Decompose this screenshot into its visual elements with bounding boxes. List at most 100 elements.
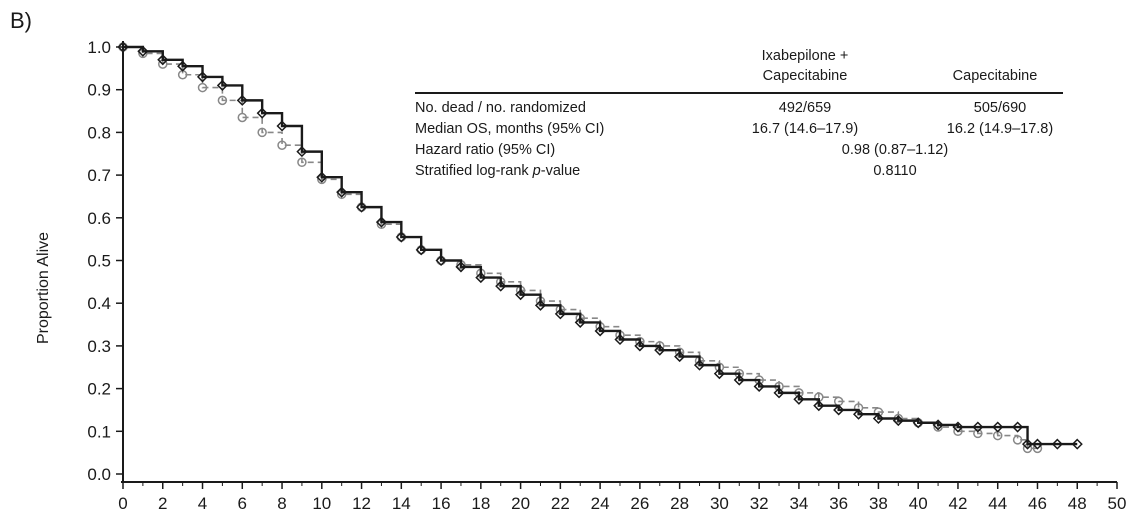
col-header-cape: Capecitabine	[920, 66, 1070, 86]
censor-mark-ixabepilone-capecitabine	[972, 421, 984, 433]
cell-logrank: 0.8110	[873, 163, 917, 179]
row-label-logrank-pre: Stratified log-rank	[415, 163, 533, 179]
y-tick-label: 0.6	[87, 209, 111, 228]
col-header-ixa-cape: Ixabepilone + Capecitabine	[715, 46, 895, 86]
x-tick-label: 28	[670, 494, 689, 513]
y-tick-label: 0.2	[87, 380, 111, 399]
col-header-ixa-cape-line1: Ixabepilone +	[761, 48, 849, 64]
x-tick-label: 8	[277, 494, 286, 513]
row-label-logrank: Stratified log-rank p-value	[415, 161, 580, 181]
y-tick-label: 0.9	[87, 81, 111, 100]
censor-mark-ixabepilone-capecitabine	[355, 201, 368, 213]
censor-mark-ixabepilone-capecitabine	[296, 146, 308, 158]
censor-mark-ixabepilone-capecitabine	[892, 415, 904, 427]
y-tick-label: 1.0	[87, 38, 111, 57]
x-tick-label: 38	[869, 494, 888, 513]
x-tick-label: 32	[750, 494, 769, 513]
censor-mark-ixabepilone-capecitabine	[574, 316, 586, 328]
censor-mark-ixabepilone-capecitabine	[793, 393, 805, 405]
header-rule	[415, 92, 1063, 94]
col-header-cape-line2: Capecitabine	[952, 68, 1038, 84]
x-tick-label: 48	[1068, 494, 1087, 513]
censor-mark-capecitabine	[237, 112, 248, 123]
x-tick-label: 22	[551, 494, 570, 513]
x-tick-label: 24	[591, 494, 610, 513]
panel-label: B)	[10, 8, 32, 33]
censor-mark-ixabepilone-capecitabine	[475, 272, 487, 284]
y-tick-label: 0.4	[87, 294, 111, 313]
censor-mark-ixabepilone-capecitabine	[614, 333, 626, 346]
censor-mark-ixabepilone-capecitabine	[654, 344, 666, 356]
x-tick-label: 10	[312, 494, 331, 513]
censor-mark-ixabepilone-capecitabine	[336, 186, 348, 198]
stats-table: Ixabepilone + Capecitabine Capecitabine …	[415, 46, 1075, 196]
row-label-logrank-p: p	[532, 163, 541, 179]
censor-mark-ixabepilone-capecitabine	[1021, 438, 1034, 450]
y-tick-label: 0.8	[87, 123, 111, 142]
col-header-ixa-cape-line2: Capecitabine	[762, 68, 848, 84]
censor-mark-ixabepilone-capecitabine	[236, 94, 248, 106]
censor-mark-ixabepilone-capecitabine	[216, 79, 228, 91]
x-tick-label: 36	[829, 494, 848, 513]
y-tick-label: 0.1	[87, 422, 111, 441]
censor-mark-capecitabine	[1012, 435, 1023, 445]
y-axis-label: Proportion Alive	[35, 232, 52, 344]
row-label-median: Median OS, months (95% CI)	[415, 121, 605, 137]
x-tick-label: 40	[909, 494, 928, 513]
censor-mark-ixabepilone-capecitabine	[773, 387, 785, 399]
censor-mark-ixabepilone-capecitabine	[833, 404, 845, 416]
x-tick-label: 26	[630, 494, 649, 513]
censor-mark-ixabepilone-capecitabine	[455, 261, 467, 273]
y-tick-label: 0.3	[87, 337, 111, 356]
censor-mark-ixabepilone-capecitabine	[435, 254, 447, 267]
series-line-ixabepilone-capecitabine	[123, 45, 1078, 446]
cell-dead-ixa: 492/659	[778, 100, 832, 116]
censor-mark-capecitabine	[297, 157, 307, 168]
censor-mark-ixabepilone-capecitabine	[117, 41, 129, 53]
y-tick-label: 0.7	[87, 166, 111, 185]
x-tick-label: 30	[710, 494, 729, 513]
censor-mark-ixabepilone-capecitabine	[554, 308, 566, 320]
row-label-hazard: Hazard ratio (95% CI)	[415, 142, 556, 158]
censor-mark-capecitabine	[217, 95, 228, 106]
cell-median-cape: 16.2 (14.9–17.8)	[946, 121, 1054, 137]
censor-mark-ixabepilone-capecitabine	[674, 351, 686, 363]
cell-median-ixa: 16.7 (14.6–17.9)	[751, 121, 859, 137]
x-tick-label: 18	[471, 494, 490, 513]
censor-mark-ixabepilone-capecitabine	[495, 280, 507, 292]
censor-mark-ixabepilone-capecitabine	[276, 120, 288, 132]
x-tick-label: 2	[158, 494, 167, 513]
censor-mark-ixabepilone-capecitabine	[912, 417, 924, 429]
x-tick-label: 50	[1108, 494, 1127, 513]
censor-mark-ixabepilone-capecitabine	[713, 368, 725, 380]
x-tick-label: 20	[511, 494, 530, 513]
x-tick-label: 34	[789, 494, 808, 513]
censor-mark-ixabepilone-capecitabine	[375, 216, 388, 228]
series-layer	[117, 41, 1083, 454]
cell-hazard: 0.98 (0.87–1.12)	[841, 142, 949, 158]
axes: 0.00.10.20.30.40.50.60.70.80.91.00 2 4 6 8 10…	[87, 38, 1126, 513]
x-tick-label: 0	[118, 494, 127, 513]
censor-mark-ixabepilone-capecitabine	[992, 421, 1004, 433]
x-tick-label: 14	[392, 494, 411, 513]
x-tick-label: 46	[1028, 494, 1047, 513]
x-tick-label: 16	[432, 494, 451, 513]
censor-mark-ixabepilone-capecitabine	[534, 299, 547, 311]
censor-mark-ixabepilone-capecitabine	[415, 244, 427, 256]
censor-mark-ixabepilone-capecitabine	[1051, 438, 1063, 450]
censor-mark-ixabepilone-capecitabine	[634, 340, 646, 352]
censor-mark-ixabepilone-capecitabine	[932, 419, 944, 431]
row-label-logrank-post: -value	[540, 163, 581, 179]
censor-mark-capecitabine	[277, 140, 287, 150]
censor-mark-ixabepilone-capecitabine	[395, 231, 407, 243]
censor-mark-ixabepilone-capecitabine	[1031, 438, 1044, 450]
censor-mark-ixabepilone-capecitabine	[952, 421, 964, 433]
censor-mark-capecitabine	[197, 82, 208, 93]
x-tick-label: 6	[238, 494, 247, 513]
censor-mark-ixabepilone-capecitabine	[693, 359, 706, 371]
censor-mark-ixabepilone-capecitabine	[872, 412, 885, 425]
y-tick-label: 0.0	[87, 465, 111, 484]
censor-mark-ixabepilone-capecitabine	[594, 325, 606, 337]
x-tick-label: 12	[352, 494, 371, 513]
